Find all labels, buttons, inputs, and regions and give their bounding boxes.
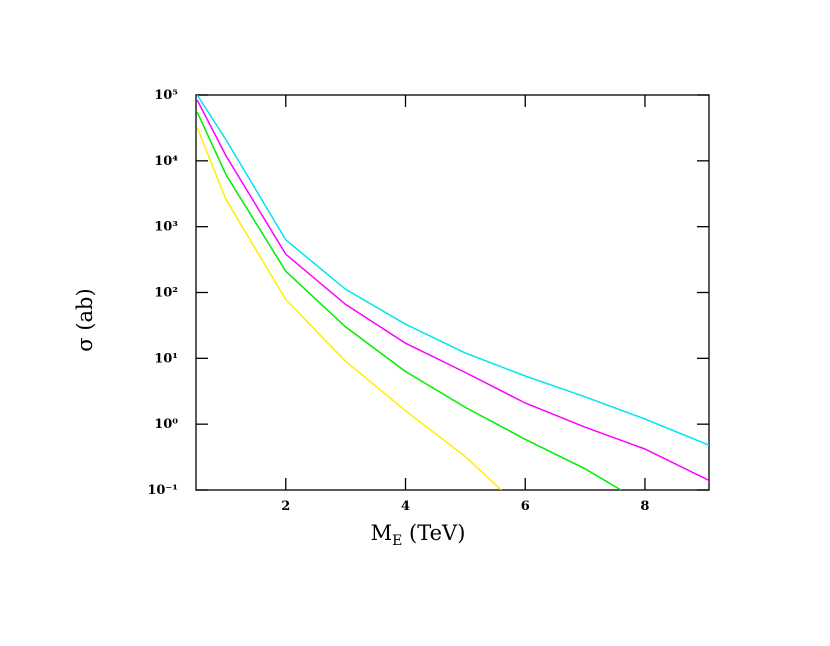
x-axis-label: ME (TeV) (371, 521, 466, 549)
x-tick-label: 2 (281, 499, 290, 514)
series-line (196, 111, 622, 490)
x-tick-label: 6 (521, 499, 530, 514)
series-line (196, 99, 709, 482)
y-tick-label: 10⁻¹ (147, 483, 178, 498)
y-tick-label: 10⁵ (154, 88, 178, 103)
y-tick-label: 10³ (154, 220, 178, 235)
x-tick-label: 4 (401, 499, 410, 514)
y-axis-label: σ (ab) (73, 288, 97, 351)
plot-frame (195, 94, 710, 491)
series-line (196, 127, 502, 490)
y-tick-label: 10⁰ (154, 417, 178, 432)
x-label-sub: E (392, 533, 402, 549)
series-group (196, 95, 709, 490)
x-label-main: M (371, 521, 393, 545)
series-line (196, 95, 709, 446)
x-label-unit: (TeV) (402, 521, 465, 545)
y-tick-label: 10¹ (154, 351, 178, 366)
y-tick-label: 10² (154, 286, 178, 301)
x-tick-label: 8 (640, 499, 649, 514)
y-tick-label: 10⁴ (154, 154, 178, 169)
